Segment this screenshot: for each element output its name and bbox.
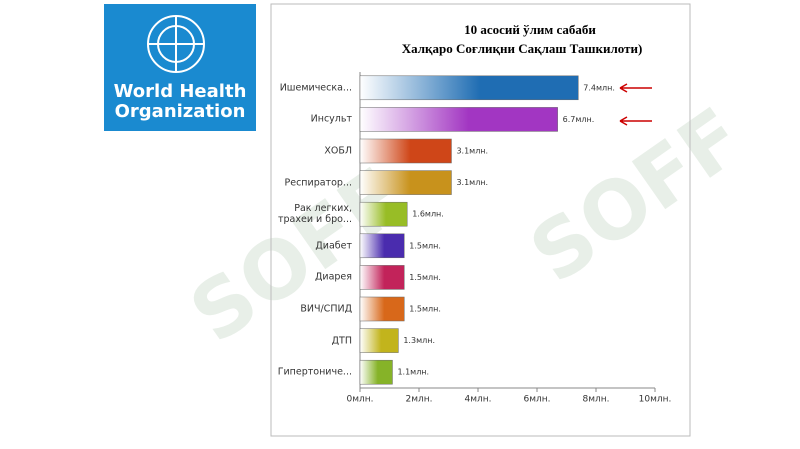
logo-text: World Health — [114, 81, 247, 102]
chart-subtitle: Халқаро Соғлиқни Сақлаш Ташкилоти) — [402, 41, 643, 56]
bar — [359, 75, 579, 101]
bar — [359, 328, 399, 353]
category-label: Диабет — [315, 240, 352, 252]
bar — [359, 170, 452, 195]
x-tick-label: 6млн. — [523, 395, 550, 405]
value-label: 1.5млн. — [409, 305, 441, 314]
logo-emblem — [147, 15, 205, 73]
x-tick-label: 0млн. — [346, 395, 373, 405]
x-tick-label: 4млн. — [464, 395, 491, 405]
chart-frame — [270, 3, 691, 437]
x-tick-label: 10млн. — [639, 395, 672, 405]
category-label: Ишемическа... — [279, 82, 352, 94]
value-label: 3.1млн. — [456, 178, 488, 187]
value-label: 6.7млн. — [563, 115, 595, 124]
bar — [359, 265, 405, 290]
value-label: 1.1млн. — [397, 368, 429, 377]
bar — [359, 138, 452, 164]
category-label: Рак легких, трахеи и бро... — [277, 203, 352, 226]
logo-text: Organization — [115, 101, 246, 122]
value-label: 1.3млн. — [403, 336, 435, 345]
bar — [359, 296, 405, 322]
x-tick-label: 2млн. — [405, 395, 432, 405]
category-label: Гипертониче... — [277, 366, 352, 378]
value-label: 1.5млн. — [409, 241, 441, 250]
category-label: Инсульт — [310, 113, 352, 125]
arrows — [619, 83, 652, 126]
value-label: 3.1млн. — [456, 147, 488, 156]
category-label: Диарея — [314, 271, 352, 283]
bar — [359, 107, 558, 132]
category-label: ВИЧ/СПИД — [300, 303, 352, 315]
category-label: ДТП — [331, 335, 352, 347]
category-label: Респиратор... — [284, 177, 352, 189]
bar — [359, 201, 408, 227]
value-label: 1.6млн. — [412, 210, 444, 219]
bar — [359, 359, 393, 385]
category-label: ХОБЛ — [324, 145, 352, 157]
logo-box — [104, 4, 256, 131]
bar — [359, 233, 405, 259]
value-label: 7.4млн. — [583, 83, 615, 92]
x-tick-label: 8млн. — [582, 395, 609, 405]
value-label: 1.5млн. — [409, 273, 441, 282]
chart-title: 10 асосий ўлим сабаби — [464, 22, 596, 37]
